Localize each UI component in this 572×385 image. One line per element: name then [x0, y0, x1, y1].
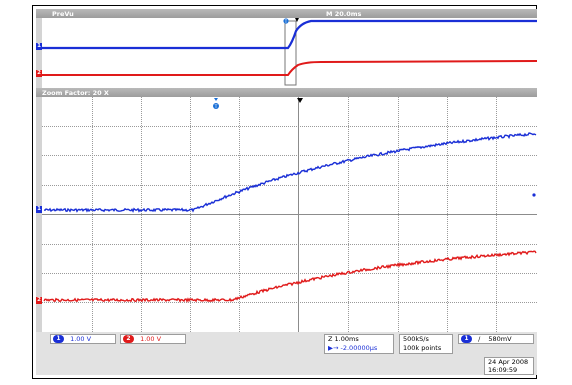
grid-line [92, 97, 93, 332]
grid-line [348, 97, 349, 332]
ch2-overview-trace [42, 60, 537, 76]
grid-line [42, 244, 537, 245]
overview-trigger-marker-icon [283, 18, 289, 24]
grid-line [42, 185, 537, 186]
grid-line [42, 302, 537, 303]
zoom-panel [42, 97, 537, 332]
grid-line [447, 97, 448, 332]
ch1-overview-trace [42, 19, 537, 50]
ch2-scale: 1.00 V [140, 335, 162, 343]
overview-title: PreVu [52, 10, 74, 18]
zoom-trigger-point-icon [297, 98, 303, 103]
overview-label-bar: PreVu M 20.0ms [36, 9, 537, 18]
trigger-slope-icon: / [478, 335, 481, 343]
zoom-traces [43, 132, 537, 303]
zoom-factor-label: Zoom Factor: 20 X [42, 89, 109, 97]
zoom-label-bar: Zoom Factor: 20 X [36, 88, 537, 97]
zoom-scale: Z 1.00ms [328, 335, 359, 343]
ch1-chip: 1 [53, 335, 64, 343]
ch1-zoom-marker[interactable]: 1 [36, 206, 42, 213]
overview-trigger-label: T [284, 19, 288, 24]
ch2-scale-readout[interactable]: 2 1.00 V [120, 334, 186, 344]
time: 16:09:59 [488, 366, 518, 374]
ch1-zoom-trace [43, 132, 537, 213]
zoom-trigger-label: T [214, 104, 218, 110]
grid-center-h [42, 214, 537, 215]
zoom-window-box[interactable] [284, 20, 297, 86]
date: 24 Apr 2008 [488, 358, 529, 366]
ch1-overview-marker[interactable]: 1 [36, 43, 42, 50]
overview-panel [42, 18, 537, 88]
trigger-readout[interactable]: 1 / 580mV [458, 334, 534, 344]
grid-line [42, 126, 537, 127]
trigger-chip: 1 [461, 335, 472, 343]
oscilloscope-display: PreVu M 20.0ms 1 2 Zoom Factor: 20 X 1 2 [36, 9, 537, 375]
ch2-chip: 2 [123, 335, 134, 343]
grid-line [42, 155, 537, 156]
grid-line [398, 97, 399, 332]
acquisition-readout[interactable]: 500kS/s 100k points [399, 334, 453, 354]
trigger-level-marker-icon [532, 193, 536, 197]
horizontal-position: ▶→ -2.00000µs [328, 344, 378, 352]
ch1-scale: 1.00 V [70, 335, 92, 343]
zoom-trigger-pos-icon [214, 98, 218, 101]
grid-line [42, 273, 537, 274]
grid-line [496, 97, 497, 332]
zoom-trigger-marker-icon [213, 103, 219, 109]
status-area: 1 1.00 V 2 1.00 V Z 1.00ms ▶→ -2.00000µs… [36, 332, 537, 375]
sample-rate: 500kS/s [403, 335, 429, 343]
grid-line [190, 97, 191, 332]
datetime-readout: 24 Apr 2008 16:09:59 [484, 357, 534, 375]
grid-line [239, 97, 240, 332]
ch2-overview-marker[interactable]: 2 [36, 70, 42, 77]
record-length: 100k points [403, 344, 442, 352]
trigger-level: 580mV [488, 335, 512, 343]
ch2-zoom-trace [43, 250, 537, 303]
waveform-canvas: T T [42, 18, 537, 303]
grid-line [141, 97, 142, 332]
overview-trigger-point-icon [295, 18, 299, 22]
grid-center-v [298, 97, 299, 332]
ch1-scale-readout[interactable]: 1 1.00 V [50, 334, 116, 344]
ch2-zoom-marker[interactable]: 2 [36, 297, 42, 304]
overview-timebase: M 20.0ms [326, 10, 362, 18]
horizontal-readout[interactable]: Z 1.00ms ▶→ -2.00000µs [324, 334, 394, 354]
